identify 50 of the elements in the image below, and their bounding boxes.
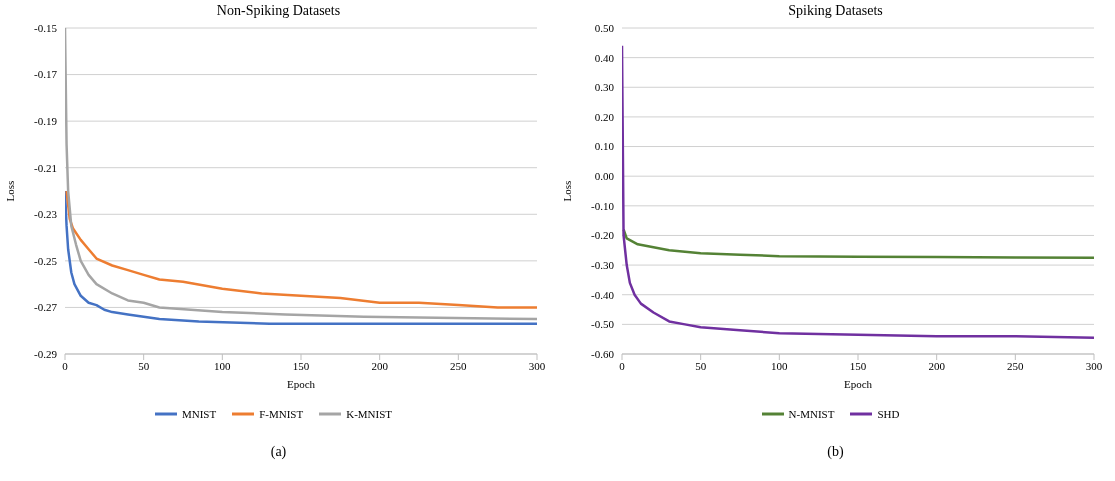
x-tick-label: 200	[928, 359, 946, 372]
x-tick-label: 300	[1085, 359, 1103, 372]
y-tick-label: -0.25	[34, 254, 58, 267]
y-tick-label: -0.27	[34, 301, 58, 314]
x-tick-label: 100	[771, 359, 789, 372]
legend-label: MNIST	[181, 408, 217, 420]
y-tick-label: 0.40	[594, 51, 615, 64]
x-tick-label: 300	[528, 359, 546, 372]
legend-label: F-MNIST	[259, 408, 304, 420]
x-tick-label: 150	[849, 359, 867, 372]
legend-label: SHD	[877, 408, 900, 420]
y-tick-label: -0.50	[591, 318, 615, 331]
y-tick-label: -0.17	[34, 68, 58, 81]
line-series	[622, 44, 1094, 339]
x-tick-label: 0	[619, 359, 626, 372]
x-tick-label: 250	[450, 359, 468, 372]
y-tick-label: 0.10	[594, 140, 615, 153]
y-tick-label: 0.30	[594, 81, 615, 94]
y-tick-label: 0.50	[594, 21, 615, 34]
chart-title: Non-Spiking Datasets	[215, 2, 342, 20]
text: (b)	[826, 444, 845, 460]
y-tick-label: -0.19	[34, 115, 58, 128]
text: (a)	[269, 444, 288, 460]
y-tick-label: 0.00	[594, 170, 615, 183]
x-tick-label: 250	[1007, 359, 1025, 372]
line-series	[65, 28, 537, 321]
line-series	[622, 228, 1094, 259]
x-tick-label: 200	[371, 359, 389, 372]
x-tick-label: 100	[214, 359, 232, 372]
x-axis-title: Epoch	[843, 378, 873, 390]
y-tick-label: -0.21	[34, 161, 57, 174]
y-tick-label: -0.40	[591, 288, 615, 301]
y-tick-label: -0.23	[34, 208, 58, 221]
x-axis-title: Epoch	[286, 378, 316, 390]
legend-label: N-MNIST	[788, 408, 835, 420]
x-tick-label: 50	[695, 359, 707, 372]
chart-title: Spiking Datasets	[787, 2, 884, 20]
x-tick-label: 50	[138, 359, 150, 372]
y-axis-title: Loss	[3, 180, 16, 202]
y-tick-label: -0.15	[34, 21, 58, 34]
x-tick-label: 0	[62, 359, 69, 372]
legend-label: K-MNIST	[346, 408, 393, 420]
y-tick-label: -0.29	[34, 347, 58, 360]
y-tick-label: -0.20	[591, 229, 615, 242]
y-tick-label: -0.30	[591, 259, 615, 271]
y-tick-label: -0.60	[591, 347, 615, 360]
x-tick-label: 150	[292, 359, 310, 372]
y-axis-title: Loss	[560, 180, 573, 202]
y-tick-label: -0.10	[591, 199, 615, 212]
y-tick-label: 0.20	[594, 110, 615, 123]
